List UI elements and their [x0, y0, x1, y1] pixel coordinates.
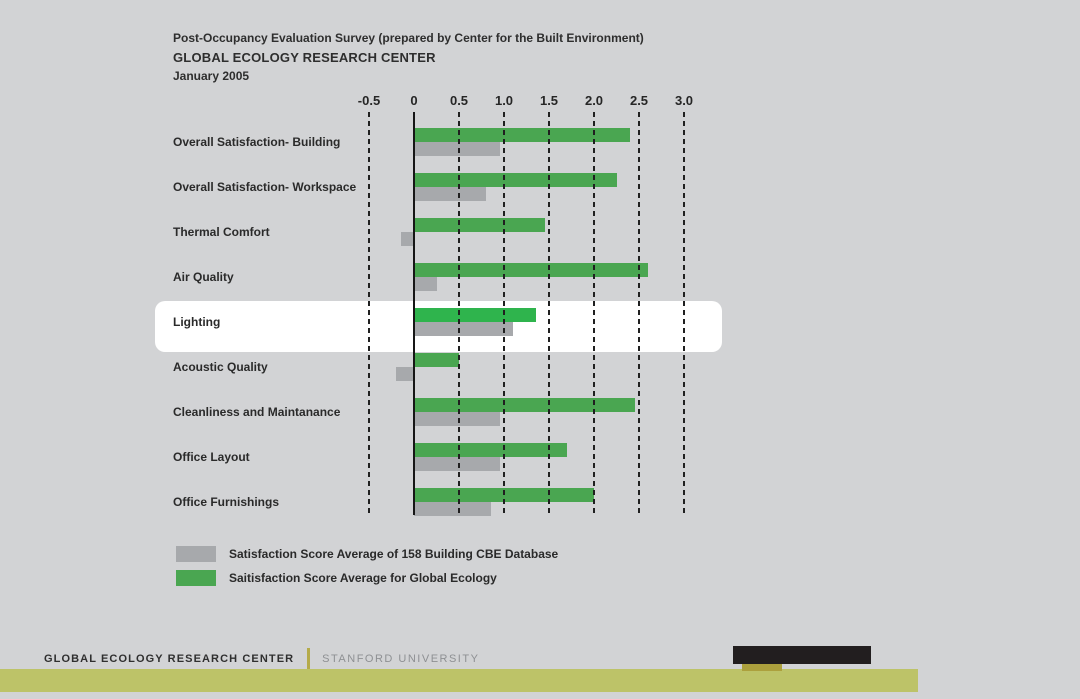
footer-university-name: STANFORD UNIVERSITY: [322, 653, 480, 665]
bar-cbe-database: [414, 187, 486, 201]
footer-accent-band: [0, 669, 918, 692]
x-tick-label: 2.5: [629, 93, 649, 108]
category-label: Office Layout: [173, 450, 250, 464]
x-gridline: [638, 112, 640, 515]
chart-header: Post-Occupancy Evaluation Survey (prepar…: [173, 29, 644, 86]
legend-label-global-ecology: Saitisfaction Score Average for Global E…: [229, 571, 497, 585]
footer-divider: [307, 647, 311, 671]
zero-axis-line: [413, 112, 415, 515]
bar-global-ecology: [414, 443, 567, 457]
x-gridline: [503, 112, 505, 515]
bar-cbe-database: [400, 232, 414, 246]
footer-accent-tab: [742, 663, 782, 671]
bar-global-ecology: [414, 173, 617, 187]
footer-black-bar: [733, 646, 871, 664]
bar-global-ecology: [414, 308, 536, 322]
bar-global-ecology: [414, 263, 648, 277]
category-label: Office Furnishings: [173, 495, 280, 509]
bar-cbe-database: [414, 457, 500, 471]
legend-item-cbe-database: Satisfaction Score Average of 158 Buildi…: [176, 546, 558, 562]
legend-label-cbe-database: Satisfaction Score Average of 158 Buildi…: [229, 547, 559, 561]
footer: GLOBAL ECOLOGY RESEARCH CENTER STANFORD …: [44, 647, 479, 671]
chart-title: Post-Occupancy Evaluation Survey (prepar…: [173, 31, 644, 45]
x-gridline: [593, 112, 595, 515]
legend: Satisfaction Score Average of 158 Buildi…: [176, 546, 558, 594]
x-tick-label: 0: [410, 93, 418, 108]
chart-date: January 2005: [173, 69, 250, 83]
x-gridline: [683, 112, 685, 515]
x-tick-label: -0.5: [357, 93, 381, 108]
bar-global-ecology: [414, 398, 635, 412]
bar-global-ecology: [414, 218, 545, 232]
category-label: Overall Satisfaction- Workspace: [173, 180, 357, 194]
x-gridline: [368, 112, 370, 515]
category-label: Lighting: [173, 315, 221, 329]
x-tick-label: 2.0: [584, 93, 604, 108]
category-label: Acoustic Quality: [173, 360, 268, 374]
x-gridline: [548, 112, 550, 515]
chart-organization: GLOBAL ECOLOGY RESEARCH CENTER: [173, 50, 436, 65]
bar-cbe-database: [414, 277, 437, 291]
x-tick-label: 1.0: [494, 93, 514, 108]
bar-cbe-database: [414, 502, 491, 516]
legend-swatch-gray: [176, 546, 216, 562]
bar-global-ecology: [414, 353, 459, 367]
x-tick-label: 1.5: [539, 93, 559, 108]
x-tick-label: 0.5: [449, 93, 469, 108]
category-label: Overall Satisfaction- Building: [173, 135, 341, 149]
legend-item-global-ecology: Saitisfaction Score Average for Global E…: [176, 570, 558, 586]
category-label: Air Quality: [173, 270, 234, 284]
bar-cbe-database: [414, 142, 500, 156]
category-label: Thermal Comfort: [173, 225, 270, 239]
footer-org-name: GLOBAL ECOLOGY RESEARCH CENTER: [44, 653, 295, 665]
bar-global-ecology: [414, 128, 630, 142]
bar-cbe-database: [396, 367, 414, 381]
bar-cbe-database: [414, 322, 513, 336]
category-label: Cleanliness and Maintanance: [173, 405, 341, 419]
bar-cbe-database: [414, 412, 500, 426]
legend-swatch-green: [176, 570, 216, 586]
x-gridline: [458, 112, 460, 515]
x-tick-label: 3.0: [674, 93, 694, 108]
